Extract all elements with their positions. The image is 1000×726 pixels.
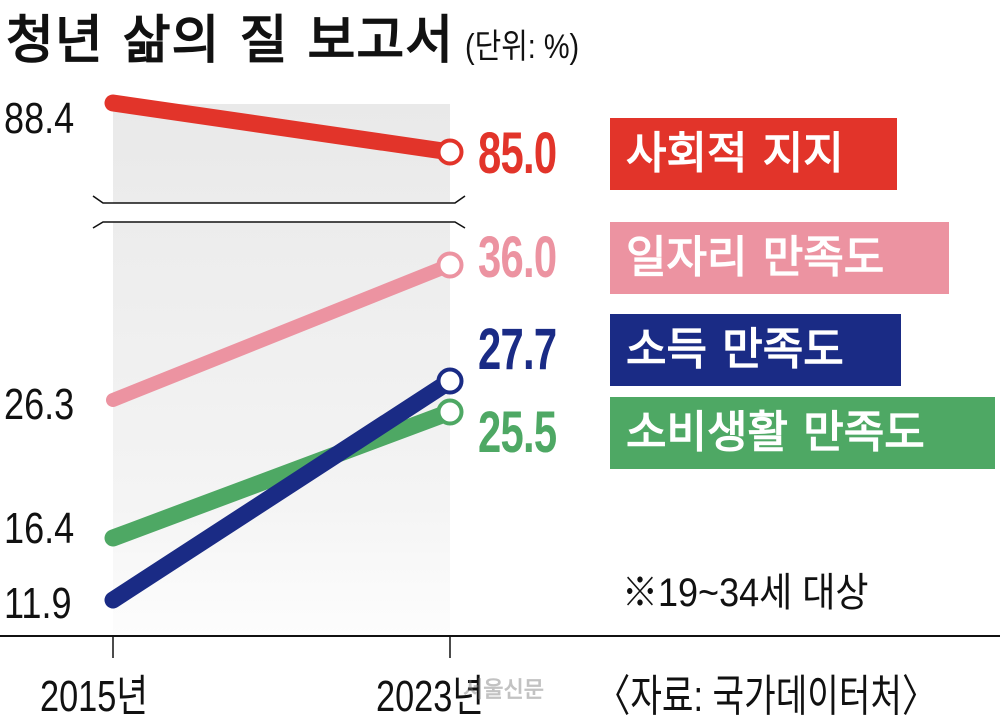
title-text: 청년 삶의 질 보고서 [6, 11, 455, 71]
series-line-social-support [104, 94, 459, 161]
value-2015-consumption-satisfaction: 16.4 [4, 504, 75, 553]
axis-break-line-lower [92, 221, 466, 229]
value-2015-social-support: 88.4 [4, 94, 75, 143]
marker-income-satisfaction-2023 [436, 367, 464, 395]
unit-label: (단위: %) [465, 28, 580, 66]
value-2015-job-satisfaction: 26.3 [4, 380, 75, 429]
age-note: ※19~34세 대상 [622, 571, 869, 615]
watermark: 서울신문 [463, 678, 544, 703]
value-2023-social-support: 85.0 [478, 121, 557, 186]
x-label-2015: 2015년 [40, 672, 148, 721]
value-2023-income-satisfaction: 27.7 [478, 317, 557, 382]
marker-job-satisfaction-2023 [436, 251, 464, 279]
legend-badge-income-satisfaction: 소득 만족도 [610, 314, 901, 386]
period-shade [113, 104, 450, 636]
series-line-job-satisfaction [106, 258, 457, 407]
axis-break-line-upper [92, 195, 466, 204]
source-credit: 〈자료: 국가데이터처〉 [596, 672, 937, 721]
legend-badge-job-satisfaction: 일자리 만족도 [610, 222, 949, 294]
chart-title: 청년 삶의 질 보고서 (단위: %) [6, 0, 599, 73]
series-line-consumption-satisfaction [104, 403, 459, 547]
value-2023-consumption-satisfaction: 25.5 [478, 400, 557, 465]
marker-consumption-satisfaction-2023 [436, 398, 464, 426]
axis-break-gap [96, 203, 466, 222]
value-2023-job-satisfaction: 36.0 [478, 225, 557, 290]
marker-social-support-2023 [436, 138, 464, 166]
value-2015-income-satisfaction: 11.9 [4, 579, 72, 628]
x-label-2023: 2023년 [376, 672, 484, 721]
legend-badge-social-support: 사회적 지지 [610, 118, 897, 190]
series-line-income-satisfaction [104, 372, 459, 609]
legend-badge-consumption-satisfaction: 소비생활 만족도 [610, 397, 995, 469]
